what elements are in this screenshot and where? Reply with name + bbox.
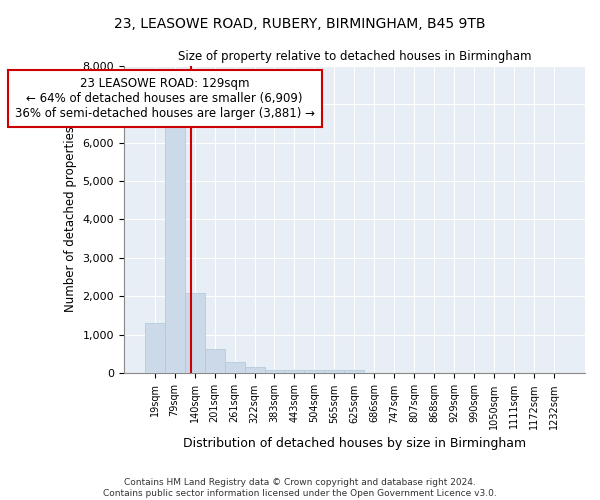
Bar <box>284 370 304 374</box>
Text: 23 LEASOWE ROAD: 129sqm
← 64% of detached houses are smaller (6,909)
36% of semi: 23 LEASOWE ROAD: 129sqm ← 64% of detache… <box>14 77 314 120</box>
Y-axis label: Number of detached properties: Number of detached properties <box>64 126 77 312</box>
Text: Contains HM Land Registry data © Crown copyright and database right 2024.
Contai: Contains HM Land Registry data © Crown c… <box>103 478 497 498</box>
Bar <box>265 370 284 374</box>
Bar <box>304 370 325 374</box>
X-axis label: Distribution of detached houses by size in Birmingham: Distribution of detached houses by size … <box>183 437 526 450</box>
Bar <box>245 368 265 374</box>
Text: 23, LEASOWE ROAD, RUBERY, BIRMINGHAM, B45 9TB: 23, LEASOWE ROAD, RUBERY, BIRMINGHAM, B4… <box>114 18 486 32</box>
Bar <box>224 362 245 374</box>
Bar <box>145 324 164 374</box>
Bar <box>205 349 224 374</box>
Bar <box>344 370 364 374</box>
Title: Size of property relative to detached houses in Birmingham: Size of property relative to detached ho… <box>178 50 531 63</box>
Bar <box>325 370 344 374</box>
Bar <box>185 292 205 374</box>
Bar <box>164 124 185 374</box>
